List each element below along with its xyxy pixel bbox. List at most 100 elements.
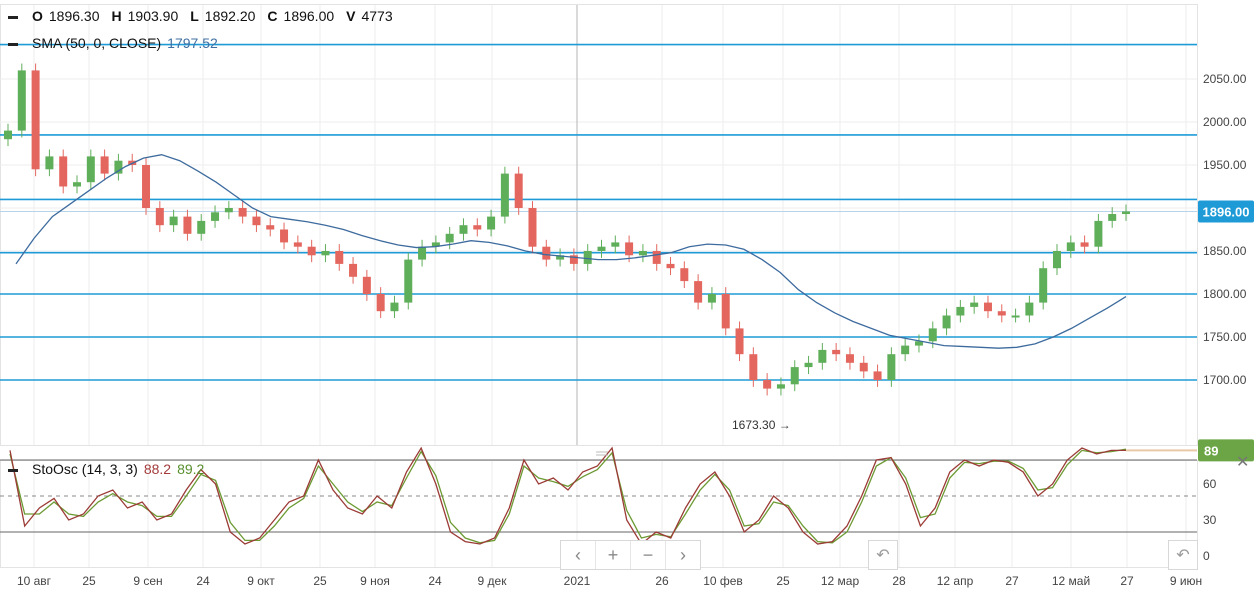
candle-body [280, 229, 289, 243]
undo-icon[interactable]: ↶ [1168, 540, 1198, 570]
chart-navigation: ‹ + − › [560, 540, 701, 570]
candle-body [776, 384, 785, 389]
x-tick-label: 10 фев [703, 574, 743, 588]
price-badge [1198, 200, 1254, 223]
candle-body [376, 294, 385, 312]
x-tick-label: 9 сен [133, 574, 162, 588]
stoch-k-value: 88.2 [143, 461, 172, 477]
volume-label: V [346, 8, 356, 24]
x-tick-label: 10 авг [17, 574, 52, 588]
x-tick-label: 24 [196, 574, 210, 588]
candle-body [1108, 214, 1117, 221]
open-value: 1896.30 [48, 8, 100, 24]
candle-body [418, 246, 427, 260]
x-tick-label: 9 июн [1170, 574, 1202, 588]
stoch-k-line [9, 446, 1126, 545]
candle-body [86, 156, 95, 183]
x-tick-label: 25 [82, 574, 96, 588]
candle-body [721, 294, 730, 329]
candle-body [901, 345, 910, 355]
undo-icon[interactable]: ↶ [868, 540, 898, 570]
candle-body [818, 349, 827, 363]
price-tick-label: 1700.00 [1203, 373, 1247, 387]
candle-body [114, 160, 123, 174]
candle-body [307, 246, 316, 256]
candle-body [680, 268, 689, 282]
candle-body [431, 242, 440, 247]
candle-body [666, 263, 675, 269]
candle-body [321, 251, 330, 256]
candle-body [1011, 315, 1020, 318]
x-tick-label: 26 [655, 574, 669, 588]
stoch-legend: StoOsc (14, 3, 3) 88.2 89.2 [8, 461, 204, 477]
candle-body [707, 294, 716, 303]
stoch-label: StoOsc (14, 3, 3) [32, 461, 138, 477]
candle-body [45, 156, 54, 170]
candle-body [597, 246, 606, 251]
candle-body [404, 259, 413, 303]
candle-body [1025, 302, 1034, 316]
collapse-dash-icon[interactable] [8, 468, 18, 472]
candle-body [569, 255, 578, 264]
stoch-badge [1198, 439, 1254, 462]
chevron-left-icon[interactable]: ‹ [561, 541, 596, 569]
candle-body [625, 242, 634, 256]
stoch-tick-label: 0 [1203, 549, 1210, 563]
plus-icon[interactable]: + [596, 541, 631, 569]
candle-body [749, 354, 758, 380]
low-label: L [190, 8, 199, 24]
candle-body [652, 251, 661, 264]
candle-body [362, 276, 371, 294]
candle-body [31, 70, 40, 170]
volume-value: 4773 [361, 8, 393, 24]
candle-body [1122, 211, 1130, 215]
open-label: O [32, 8, 43, 24]
candle-body [845, 354, 854, 363]
candle-body [1066, 242, 1075, 251]
x-tick-label: 25 [313, 574, 327, 588]
chevron-right-icon[interactable]: › [680, 544, 686, 565]
stoch-tick-label: 60 [1203, 477, 1217, 491]
candle-body [983, 302, 992, 312]
x-tick-label: 12 апр [937, 574, 974, 588]
candle-body [832, 349, 841, 355]
candle-body [887, 354, 896, 380]
candle-body [390, 302, 399, 312]
price-pane [0, 4, 1198, 446]
candle-body [611, 242, 620, 247]
candle-body [73, 182, 82, 187]
collapse-dash-icon[interactable] [8, 42, 18, 46]
x-tick-label: 9 дек [478, 574, 508, 588]
candle-body [500, 173, 509, 217]
candle-body [804, 362, 813, 368]
collapse-dash-icon[interactable] [8, 15, 18, 19]
candle-body [928, 328, 937, 342]
candle-body [859, 362, 868, 372]
candle-body [349, 263, 358, 277]
stoch-tick-label: 30 [1203, 513, 1217, 527]
candle-body [638, 251, 647, 256]
candle-body [694, 281, 703, 303]
x-tick-label: 27 [1005, 574, 1019, 588]
close-label: C [267, 8, 278, 24]
candle-body [528, 208, 537, 247]
candle-body [735, 328, 744, 355]
price-badge-text: 1896.00 [1203, 204, 1250, 219]
candle-body [335, 251, 344, 264]
x-tick-label: 12 мар [821, 574, 860, 588]
close-icon[interactable]: ✕ [1236, 454, 1250, 471]
candle-body [142, 165, 151, 208]
high-value: 1903.90 [127, 8, 179, 24]
candle-body [514, 173, 523, 208]
minus-icon[interactable]: − [631, 541, 666, 569]
price-tick-label: 1750.00 [1203, 330, 1247, 344]
x-tick-label: 2021 [564, 574, 591, 588]
candle-body [942, 315, 951, 329]
stoch-badge-text: 89 [1204, 443, 1218, 458]
sma-label: SMA (50, 0, CLOSE) [32, 35, 162, 51]
candle-body [914, 341, 923, 346]
candle-body [1094, 220, 1103, 247]
stoch-d-line [9, 448, 1127, 544]
candle-body [169, 216, 178, 226]
